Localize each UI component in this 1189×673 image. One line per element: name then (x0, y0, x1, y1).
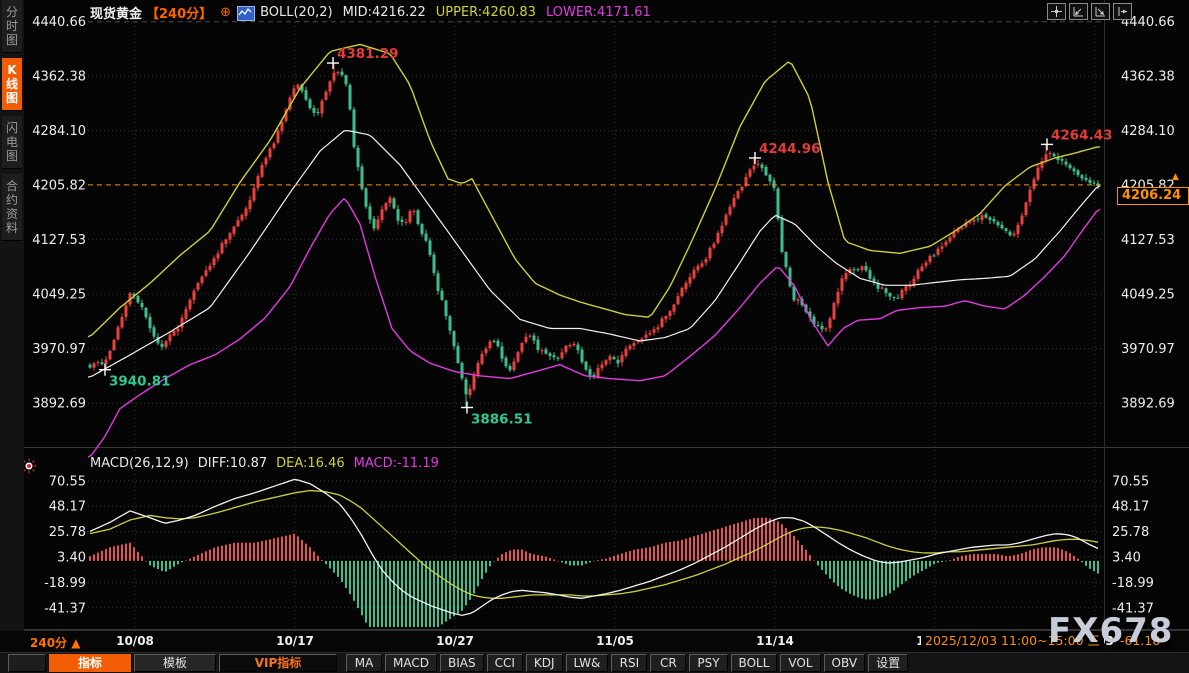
boll-lower-value: LOWER:4171.61 (545, 5, 651, 20)
macd-dea-value: DEA:16.46 (276, 456, 345, 471)
toolbar-button-VIP指标[interactable]: VIP指标 (219, 654, 337, 672)
svg-text:4049.25: 4049.25 (1121, 288, 1175, 303)
svg-text:25.78: 25.78 (1112, 525, 1149, 540)
sidebar-item-2[interactable]: 闪电图 (2, 116, 22, 169)
toolbar-button-BOLL[interactable]: BOLL (730, 654, 778, 672)
svg-text:3.40: 3.40 (57, 550, 86, 565)
svg-text:70.55: 70.55 (49, 474, 86, 489)
svg-text:-18.99: -18.99 (44, 576, 86, 591)
svg-text:25.78: 25.78 (49, 525, 86, 540)
toolbar-button-CCI[interactable]: CCI (486, 654, 523, 672)
chart-header: 现货黄金 【240分】 ⊕ BOLL(20,2) MID:4216.22 UPPER:42… (90, 3, 651, 22)
macd-label: MACD(26,12,9) (90, 456, 189, 471)
boll-label: BOLL(20,2) (260, 5, 333, 20)
svg-text:4244.96: 4244.96 (759, 141, 821, 157)
zoom-range-left-icon[interactable] (1069, 3, 1088, 20)
svg-text:4440.66: 4440.66 (1121, 15, 1175, 30)
x-axis-label-10-27: 10/27 (436, 634, 474, 648)
symbol-title: 现货黄金 (90, 7, 143, 22)
svg-text:4381.29: 4381.29 (337, 46, 399, 62)
boll-mid-value: MID:4216.22 (342, 5, 426, 20)
svg-text:4284.10: 4284.10 (1121, 124, 1175, 139)
svg-text:3892.69: 3892.69 (32, 397, 86, 412)
period-badge[interactable]: 240分 ▲ (30, 636, 81, 650)
svg-text:-41.37: -41.37 (1112, 601, 1154, 616)
toolbar-button-CR[interactable]: CR (650, 654, 687, 672)
boll-upper-value: UPPER:4260.83 (435, 5, 536, 20)
candlestick-chart-icon (237, 6, 256, 21)
svg-text:4264.43: 4264.43 (1051, 127, 1113, 143)
svg-text:3.40: 3.40 (1112, 550, 1141, 565)
svg-text:4049.25: 4049.25 (32, 288, 86, 303)
toolbar-button-设置[interactable]: 设置 (868, 654, 909, 672)
svg-text:3940.81: 3940.81 (109, 374, 171, 390)
svg-text:4362.38: 4362.38 (1121, 70, 1175, 85)
svg-text:-18.99: -18.99 (1112, 576, 1154, 591)
toolbar-button-MACD[interactable]: MACD (385, 654, 437, 672)
crosshair-time-tooltip: 2025/12/03 11:00~15:00 三 (921, 632, 1105, 649)
indicator-toolbar: 指标 模板 VIP指标 MA MACD BIAS CCI KDJ LW& RSI CR PSY BOLL… (0, 652, 1189, 673)
x-axis-label-10-08: 10/08 (116, 634, 154, 648)
fx678-watermark: FX678 (1048, 611, 1174, 651)
sidebar-item-0[interactable]: 分时图 (2, 0, 22, 53)
svg-text:3970.97: 3970.97 (1121, 342, 1175, 357)
record-alert-icon (21, 458, 37, 474)
toolbar-button-指标[interactable]: 指标 (49, 654, 131, 672)
toolbar-button-MA[interactable]: MA (346, 654, 382, 672)
toolbar-button-VOL[interactable]: VOL (780, 654, 821, 672)
crosshair-macd-value: -61.18 (1117, 632, 1170, 649)
toolbar-button-PSY[interactable]: PSY (689, 654, 728, 672)
toolbar-button-blank[interactable] (8, 654, 46, 672)
macd-macd-value: MACD:-11.19 (353, 456, 439, 471)
svg-text:4127.53: 4127.53 (32, 233, 86, 248)
period-label: 【240分】 (146, 7, 213, 22)
svg-text:48.17: 48.17 (1112, 500, 1149, 515)
toolbar-button-LW&[interactable]: LW& (565, 654, 609, 672)
toolbar-button-RSI[interactable]: RSI (611, 654, 648, 672)
add-indicator-icon[interactable]: ⊕ (220, 5, 232, 20)
pan-right-icon[interactable] (1113, 3, 1132, 20)
x-axis-label-11-05: 11/05 (596, 634, 634, 648)
svg-text:4440.66: 4440.66 (32, 15, 86, 30)
macd-header: MACD(26,12,9) DIFF:10.87 DEA:16.46 MACD:-11… (90, 456, 439, 471)
sidebar-item-3[interactable]: 合约资料 (2, 174, 22, 241)
svg-text:3970.97: 3970.97 (32, 342, 86, 357)
sidebar: 分时图 K线图闪电图合约资料 (0, 0, 24, 631)
chart-canvas[interactable]: 4381.29 4244.96 4264.43 3940.81 3886.51 4440.… (0, 0, 1189, 631)
svg-text:4284.10: 4284.10 (32, 124, 86, 139)
sidebar-item-1[interactable]: K线图 (2, 58, 22, 111)
svg-text:4127.53: 4127.53 (1121, 233, 1175, 248)
svg-text:4362.38: 4362.38 (32, 70, 86, 85)
price-arrow-icon: ▲ (1172, 172, 1179, 182)
crosshair-icon[interactable] (1047, 3, 1066, 20)
x-axis-label-10-17: 10/17 (276, 634, 314, 648)
toolbar-button-BIAS[interactable]: BIAS (439, 654, 484, 672)
time-axis: 240分 ▲ 12/0311/2411/1411/0510/2710/1710/… (0, 630, 1189, 652)
toolbar-button-OBV[interactable]: OBV (823, 654, 866, 672)
svg-text:70.55: 70.55 (1112, 474, 1149, 489)
macd-diff-value: DIFF:10.87 (197, 456, 268, 471)
zoom-range-right-icon[interactable] (1091, 3, 1110, 20)
toolbar-button-KDJ[interactable]: KDJ (525, 654, 563, 672)
svg-text:3886.51: 3886.51 (471, 412, 533, 428)
svg-text:48.17: 48.17 (49, 500, 86, 515)
toolbar-button-模板[interactable]: 模板 (134, 654, 216, 672)
svg-text:4205.82: 4205.82 (32, 179, 86, 194)
svg-text:-41.37: -41.37 (44, 601, 86, 616)
svg-text:3892.69: 3892.69 (1121, 397, 1175, 412)
chart-tools (1047, 3, 1132, 20)
last-price-marker: 4206.24 (1117, 187, 1189, 205)
x-axis-label-11-14: 11/14 (756, 634, 794, 648)
